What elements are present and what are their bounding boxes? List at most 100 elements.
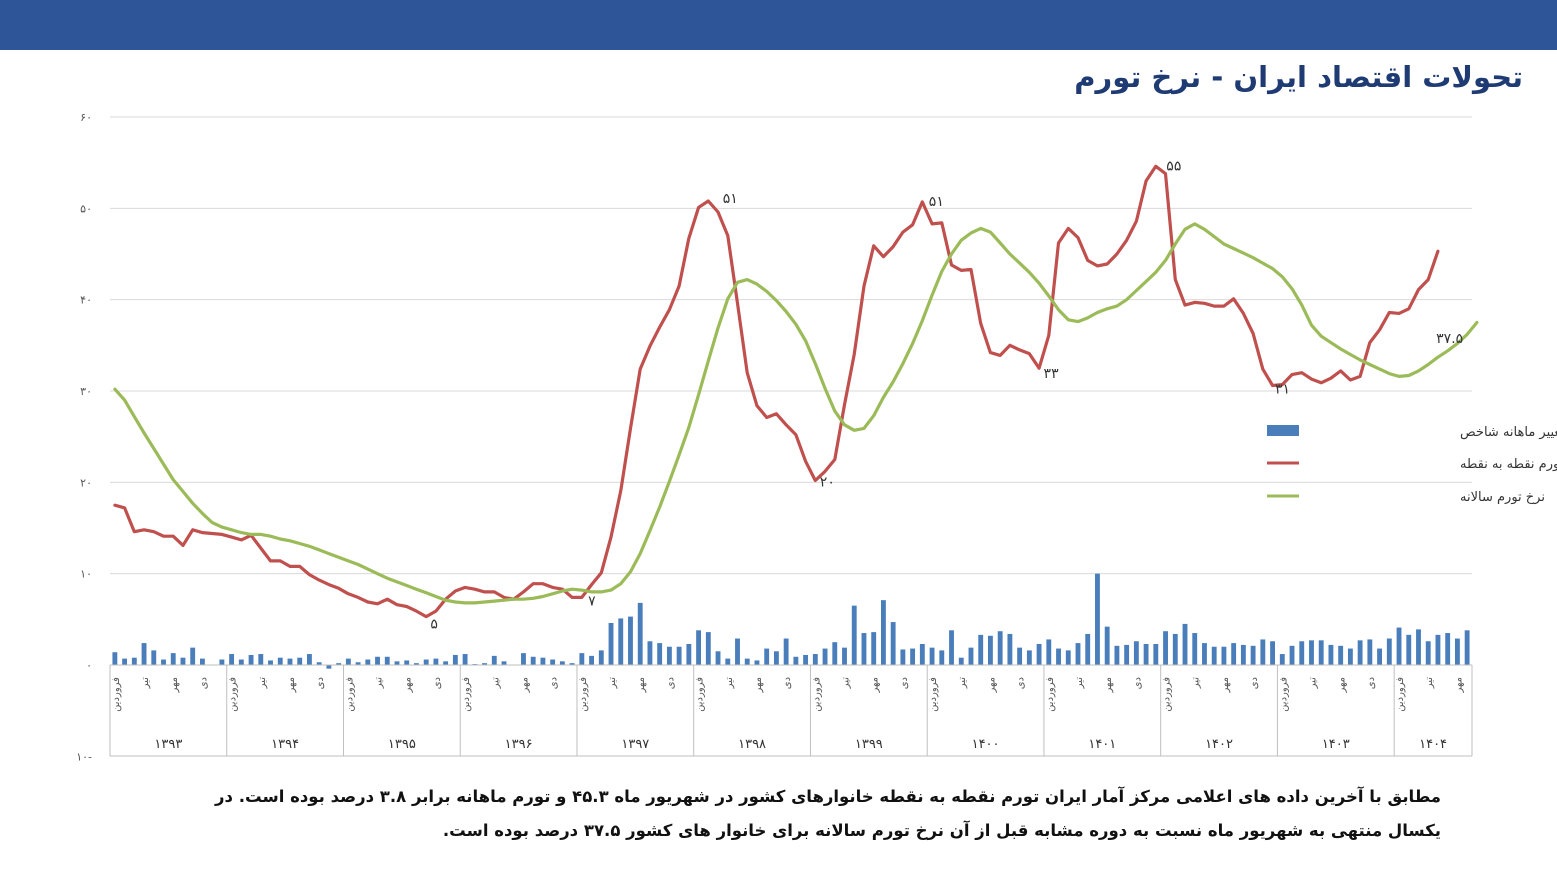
bar-monthly-change [1172, 633, 1178, 665]
bar-monthly-change [1250, 645, 1256, 665]
bar-monthly-change [968, 647, 974, 665]
legend-label: درصد تغییر ماهانه شاخص [1460, 425, 1557, 440]
data-label: ۳۱ [1275, 382, 1290, 398]
bar-monthly-change [1065, 650, 1071, 665]
bar-monthly-change [248, 654, 254, 665]
bar-monthly-change [1260, 639, 1266, 665]
bar-monthly-change [394, 661, 400, 665]
bar-monthly-change [112, 652, 118, 665]
bar-monthly-change [1026, 650, 1032, 665]
bar-monthly-change [1231, 643, 1237, 665]
bar-monthly-change [735, 638, 740, 665]
bar-monthly-change [336, 663, 342, 665]
y-tick-label: ۳۰ [80, 385, 92, 398]
bar-monthly-change [812, 654, 818, 665]
month-label: تیر [724, 677, 735, 690]
bar-monthly-change [540, 657, 546, 665]
legend: درصد تغییر ماهانه شاخص تورم نقطه به نقطه ن… [1267, 425, 1557, 505]
bar-monthly-change [1240, 644, 1246, 665]
bar-monthly-change [1328, 644, 1334, 665]
bar-monthly-change [1202, 643, 1207, 665]
bar-monthly-change [939, 650, 945, 665]
month-label: تیر [607, 677, 618, 690]
bar-monthly-change [783, 638, 789, 665]
y-tick-label: ۶۰ [80, 111, 92, 124]
bar-monthly-change [1163, 631, 1168, 665]
bar-monthly-change [1299, 641, 1305, 665]
bar-monthly-change [1279, 654, 1285, 665]
bar-monthly-change [696, 630, 702, 665]
bar-monthly-change [705, 632, 711, 665]
bar-monthly-change [1454, 638, 1460, 665]
bar-monthly-change [861, 633, 867, 665]
bar-monthly-change [1182, 623, 1188, 665]
bar-monthly-change [764, 648, 770, 665]
bar-monthly-change [491, 655, 497, 665]
bar-monthly-change [725, 658, 731, 665]
y-tick-label: ۱۰- [76, 750, 92, 763]
data-label: ۴۵ [1436, 100, 1451, 104]
month-label: فروردین [1395, 677, 1406, 712]
year-label: ۱۴۰۴ [1419, 737, 1447, 752]
year-label: ۱۳۹۹ [855, 737, 883, 752]
bar-monthly-change [569, 663, 575, 665]
bar-monthly-change [190, 647, 196, 665]
bar-monthly-change [1425, 641, 1431, 665]
month-label: تیر [1191, 677, 1202, 690]
month-label: فروردین [811, 677, 822, 712]
bar-monthly-change [1095, 573, 1100, 665]
month-label: دی [315, 677, 326, 689]
bar-monthly-change [287, 658, 293, 665]
bar-monthly-change [978, 634, 984, 665]
month-label: فروردین [578, 677, 589, 712]
bar-monthly-change [1270, 641, 1275, 665]
header-band [0, 0, 1557, 50]
bar-monthly-change [900, 649, 906, 665]
bar-monthly-change [1406, 634, 1412, 665]
year-label: ۱۴۰۲ [1205, 737, 1233, 752]
bar-monthly-change [618, 618, 624, 665]
bar-monthly-change [307, 654, 312, 665]
month-label: تیر [140, 677, 151, 690]
month-label: مهر [636, 677, 647, 693]
year-label: ۱۳۹۳ [154, 737, 182, 752]
bar-monthly-change [1289, 645, 1295, 665]
bar-monthly-change [1143, 643, 1149, 665]
bar-monthly-change [277, 657, 283, 665]
bar-monthly-change [521, 653, 526, 665]
bar-monthly-change [949, 630, 954, 665]
x-axis: ۱۳۹۳ ۱۳۹۴ ۱۳۹۵ ۱۳۹۶ ۱۳۹۷ ۱۳۹۸ ۱۳۹۹ ۱۴۰۰ ۱۴۰۱ ۱۴۰۲… [109, 664, 1473, 757]
bar-monthly-change [384, 656, 390, 665]
data-labels: ۵ ۷ ۵۱ ۲۰ ۵۱ ۳۳ ۵۵ ۳۱ ۴۵ ۳۷.۵ [430, 100, 1463, 633]
data-label: ۲۰ [820, 475, 835, 491]
bar-monthly-change [414, 663, 419, 665]
bar-monthly-change [1445, 633, 1451, 665]
y-tick-label: ۲۰ [80, 476, 92, 489]
month-label: تیر [957, 677, 968, 690]
bar-monthly-change [345, 658, 351, 665]
bar-monthly-change [754, 660, 760, 665]
year-label: ۱۴۰۱ [1088, 737, 1116, 752]
month-label: مهر [1220, 677, 1231, 693]
bar-monthly-change [1124, 644, 1130, 665]
bar-monthly-change [1464, 630, 1470, 665]
data-label: ۵ [430, 617, 438, 633]
bar-monthly-change [1153, 643, 1159, 665]
data-label: ۵۱ [723, 191, 738, 207]
month-label: فروردین [111, 677, 122, 712]
month-label: تیر [1308, 677, 1319, 690]
bar-monthly-change [657, 643, 663, 665]
bar-monthly-change [131, 657, 137, 665]
bar-monthly-change [773, 651, 779, 665]
month-label: فروردین [1278, 677, 1289, 712]
bar-monthly-change [1309, 640, 1314, 665]
month-label: دی [665, 677, 676, 689]
bar-monthly-change [530, 656, 536, 665]
month-label: تیر [841, 677, 852, 690]
bar-monthly-change [628, 616, 633, 665]
year-label: ۱۳۹۸ [738, 737, 766, 752]
month-label: مهر [169, 677, 180, 693]
bar-monthly-change [1017, 647, 1023, 665]
bar-monthly-change [1075, 643, 1081, 665]
month-label: مهر [1453, 677, 1464, 693]
